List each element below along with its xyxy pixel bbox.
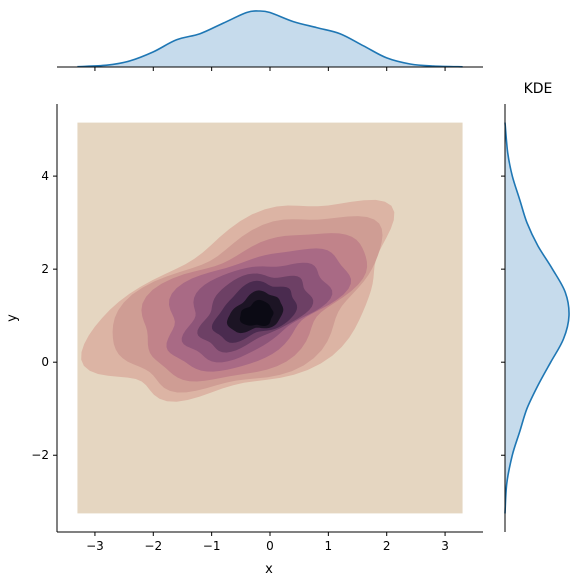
kde-contour-level-9 <box>239 299 274 326</box>
x-tick-label: −3 <box>86 539 104 553</box>
y-tick-label: 4 <box>41 169 49 183</box>
y-tick-label: 2 <box>41 262 49 276</box>
marginal-x-kde-line <box>77 10 463 68</box>
x-tick-label: 2 <box>383 539 391 553</box>
x-tick-label: 0 <box>266 539 274 553</box>
x-tick-label: 1 <box>325 539 333 553</box>
y-tick-label: −2 <box>31 448 49 462</box>
marginal-x-kde-panel <box>57 10 483 71</box>
y-axis-label: y <box>5 314 20 322</box>
marginal-y-kde-line <box>504 122 570 514</box>
marginal-y-kde-panel <box>501 104 570 532</box>
marginal-y-kde-fill <box>505 122 570 514</box>
x-tick-label: −2 <box>144 539 162 553</box>
y-tick-label: 0 <box>41 355 49 369</box>
marginal-y-title: KDE <box>524 81 553 97</box>
x-tick-label: −1 <box>203 539 221 553</box>
x-axis-label: x <box>265 562 273 576</box>
x-tick-label: 3 <box>441 539 449 553</box>
marginal-x-kde-fill <box>77 10 463 68</box>
joint-kde-contours <box>81 199 395 402</box>
joint-axes: −3 −2 −1 0 1 2 3 −2 0 2 4 <box>31 104 483 553</box>
